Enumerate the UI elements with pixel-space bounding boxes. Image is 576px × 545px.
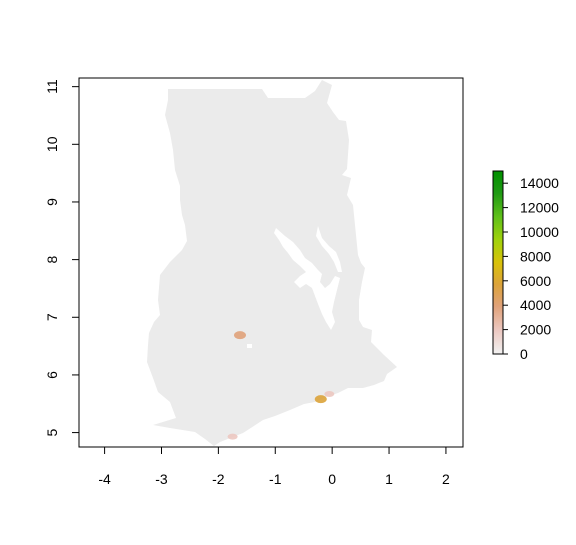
lake-volta-arm bbox=[316, 226, 342, 272]
colorbar-tick-label: 0 bbox=[520, 346, 528, 362]
colorbar-tick-label: 14000 bbox=[520, 175, 559, 191]
x-tick-label: -2 bbox=[212, 471, 225, 487]
x-tick-label: -1 bbox=[269, 471, 282, 487]
colorbar-tick-label: 6000 bbox=[520, 273, 551, 289]
colorbar: 0 2000 4000 6000 8000 10000 12000 14000 bbox=[492, 170, 559, 362]
colorbar-tick-label: 4000 bbox=[520, 297, 551, 313]
x-tick-label: -4 bbox=[98, 471, 111, 487]
y-tick-label: 7 bbox=[44, 313, 60, 321]
x-tick-label: 1 bbox=[385, 471, 393, 487]
x-tick-label: -3 bbox=[155, 471, 168, 487]
colorbar-tick-label: 10000 bbox=[520, 224, 559, 240]
lake-bosomtwe bbox=[247, 344, 252, 348]
plot-frame bbox=[78, 77, 464, 448]
hotspot bbox=[314, 395, 327, 404]
hotspot bbox=[324, 390, 335, 397]
colorbar-tick-label: 8000 bbox=[520, 248, 551, 264]
y-tick-label: 10 bbox=[44, 136, 60, 152]
colorbar-tick-label: 2000 bbox=[520, 322, 551, 338]
colorbar-ticks: 0 2000 4000 6000 8000 10000 12000 14000 bbox=[503, 175, 559, 362]
country-raster bbox=[147, 80, 397, 446]
y-tick-label: 6 bbox=[44, 371, 60, 379]
colorbar-ramp bbox=[492, 170, 504, 355]
y-tick-label: 8 bbox=[44, 256, 60, 264]
x-tick-label: 2 bbox=[442, 471, 450, 487]
hotspot bbox=[233, 331, 246, 340]
y-tick-label: 11 bbox=[44, 79, 60, 94]
country-shape bbox=[147, 80, 397, 446]
axes: -4 -3 -2 -1 0 1 2 5 6 7 8 9 10 11 bbox=[44, 77, 464, 487]
x-tick-label: 0 bbox=[328, 471, 336, 487]
colorbar-tick-label: 12000 bbox=[520, 200, 559, 216]
lake-volta bbox=[274, 228, 340, 330]
y-tick-label: 9 bbox=[44, 198, 60, 206]
y-tick-label: 5 bbox=[44, 428, 60, 436]
hotspot bbox=[227, 433, 238, 440]
hotspot-layer bbox=[227, 331, 335, 440]
